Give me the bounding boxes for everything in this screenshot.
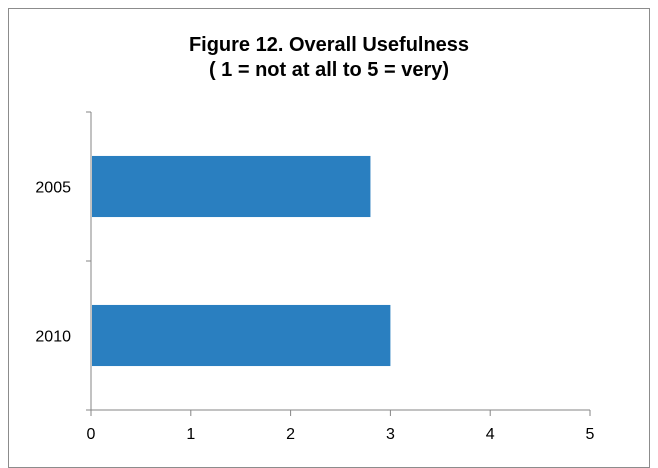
x-tick-label-3: 3	[386, 426, 395, 443]
plot-area: 2005 2010 0 1 2 3 4 5	[35, 111, 595, 443]
chart-title-line1: Figure 12. Overall Usefulness	[188, 34, 470, 56]
x-tick-label-2: 2	[286, 426, 295, 443]
chart-title: Figure 12. Overall Usefulness ( 1 = not …	[8, 33, 650, 83]
y-tick-label-2010: 2010	[35, 329, 71, 346]
x-tick-label-4: 4	[486, 426, 495, 443]
chart-subtitle-line2: ( 1 = not at all to 5 = very)	[208, 59, 450, 81]
x-tick-label-0: 0	[87, 426, 96, 443]
chart-frame	[8, 8, 650, 468]
y-tick-label-2005: 2005	[35, 180, 71, 197]
x-tick-label-5: 5	[586, 426, 595, 443]
bar-2010	[92, 304, 391, 367]
bar-2005	[92, 155, 371, 218]
x-tick-label-1: 1	[186, 426, 195, 443]
